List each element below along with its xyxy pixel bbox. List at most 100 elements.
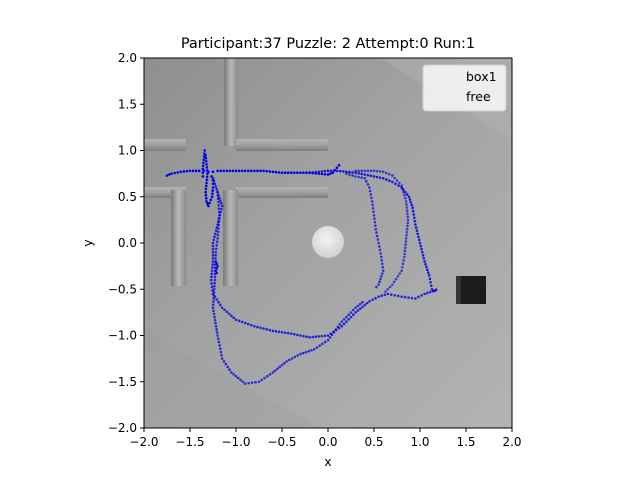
trajectory-point bbox=[271, 170, 275, 174]
trajectory-point bbox=[423, 292, 426, 296]
trajectory-point bbox=[403, 246, 407, 249]
plot-area bbox=[144, 58, 512, 428]
trajectory-point bbox=[403, 255, 406, 259]
trajectory-point bbox=[370, 196, 373, 200]
trajectory-point bbox=[216, 337, 220, 341]
trajectory-point bbox=[345, 315, 348, 319]
trajectory-point bbox=[259, 169, 262, 173]
trajectory-point bbox=[418, 241, 422, 245]
trajectory-point bbox=[230, 371, 233, 374]
trajectory-point bbox=[421, 250, 424, 254]
trajectory-point bbox=[179, 170, 183, 174]
trajectory-point bbox=[380, 272, 384, 275]
trajectory-point bbox=[211, 306, 215, 310]
trajectory-point bbox=[368, 189, 372, 193]
trajectory-point bbox=[354, 171, 357, 174]
trajectory-point bbox=[211, 254, 215, 257]
wall-mid-left-horizontal bbox=[144, 187, 186, 198]
trajectory-point bbox=[338, 169, 342, 173]
trajectory-point bbox=[317, 335, 321, 338]
trajectory-point bbox=[369, 193, 373, 196]
legend-frame bbox=[422, 64, 507, 112]
trajectory-point bbox=[254, 380, 257, 384]
trajectory-point bbox=[318, 344, 322, 347]
trajectory-point bbox=[308, 336, 311, 339]
trajectory-point bbox=[357, 175, 360, 179]
trajectory-point bbox=[391, 283, 394, 286]
trajectory-point bbox=[211, 263, 214, 266]
trajectory-point bbox=[216, 197, 220, 201]
trajectory-point bbox=[410, 203, 414, 207]
trajectory-point bbox=[237, 319, 241, 323]
trajectory-point bbox=[250, 323, 253, 327]
trajectory-point bbox=[217, 300, 220, 304]
trajectory-point bbox=[414, 223, 417, 226]
trajectory-point bbox=[299, 171, 302, 174]
trajectory-point bbox=[357, 169, 360, 173]
trajectory-point bbox=[365, 301, 369, 305]
trajectory-point bbox=[351, 174, 354, 177]
trajectory-point bbox=[326, 173, 330, 176]
trajectory-point bbox=[218, 213, 221, 217]
trajectory-point bbox=[354, 169, 357, 173]
trajectory-point bbox=[215, 271, 218, 275]
trajectory-point bbox=[209, 278, 213, 282]
trajectory-point bbox=[363, 176, 367, 180]
trajectory-point bbox=[308, 171, 311, 174]
trajectory-point bbox=[212, 300, 215, 303]
trajectory-point bbox=[216, 237, 219, 240]
trajectory-point bbox=[219, 303, 222, 307]
trajectory-point bbox=[211, 257, 215, 260]
trajectory-point bbox=[176, 171, 180, 174]
x-tick-label: −2.0 bbox=[129, 435, 158, 449]
trajectory-point bbox=[354, 175, 357, 178]
trajectory-point bbox=[217, 227, 220, 230]
trajectory-point bbox=[203, 149, 207, 152]
trajectory-point bbox=[384, 178, 388, 181]
trajectory-point bbox=[352, 308, 355, 312]
trajectory-point bbox=[204, 156, 208, 160]
trajectory-point bbox=[216, 264, 219, 268]
trajectory-point bbox=[416, 232, 420, 236]
trajectory-point bbox=[227, 312, 231, 316]
trajectory-point bbox=[380, 275, 383, 278]
trajectory-point bbox=[220, 354, 223, 357]
trajectory-point bbox=[212, 297, 215, 300]
trajectory-point bbox=[246, 169, 250, 173]
trajectory-point bbox=[345, 172, 348, 175]
trajectory-point bbox=[349, 311, 353, 314]
trajectory-point bbox=[213, 235, 216, 239]
trajectory-point bbox=[377, 245, 381, 248]
trajectory-point bbox=[371, 207, 375, 210]
trajectory-point bbox=[271, 329, 275, 333]
trajectory-point bbox=[384, 171, 388, 175]
trajectory-point bbox=[220, 357, 224, 360]
trajectory-point bbox=[328, 336, 332, 339]
trajectory-point bbox=[358, 302, 362, 306]
trajectory-point bbox=[401, 187, 404, 191]
trajectory-point bbox=[365, 180, 368, 183]
trajectory-point bbox=[214, 324, 218, 328]
trajectory-point bbox=[425, 265, 428, 269]
trajectory-point bbox=[243, 169, 247, 173]
trajectory-point bbox=[211, 266, 214, 269]
trajectory-point bbox=[220, 204, 224, 208]
x-tick-label: 1.0 bbox=[410, 435, 429, 449]
trajectory-point bbox=[314, 170, 318, 174]
trajectory-point bbox=[210, 195, 214, 199]
trajectory-point bbox=[213, 182, 217, 186]
trajectory-point bbox=[240, 320, 244, 324]
trajectory-point bbox=[212, 291, 216, 294]
trajectory-point bbox=[320, 172, 324, 176]
trajectory-point bbox=[426, 291, 429, 295]
wall-lower-left-vertical bbox=[171, 190, 186, 286]
trajectory-point bbox=[271, 371, 275, 374]
trajectory-point bbox=[345, 170, 348, 174]
trajectory-point bbox=[326, 169, 330, 173]
trajectory-point bbox=[216, 233, 220, 237]
trajectory-point bbox=[211, 189, 214, 192]
trajectory-point bbox=[205, 178, 209, 182]
trajectory-point bbox=[403, 249, 407, 253]
trajectory-point bbox=[388, 285, 392, 289]
trajectory-point bbox=[289, 332, 293, 335]
